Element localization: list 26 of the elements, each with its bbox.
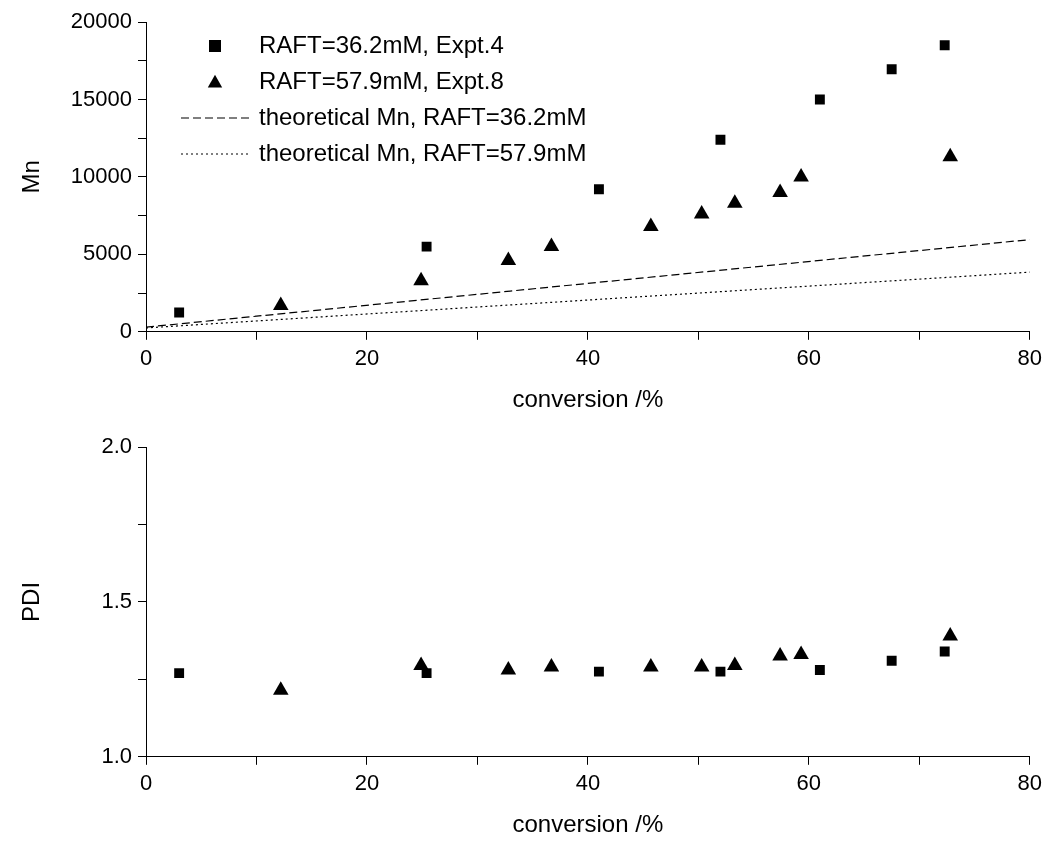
legend-label: RAFT=36.2mM, Expt.4 <box>259 30 504 58</box>
legend-label: theoretical Mn, RAFT=36.2mM <box>259 102 587 130</box>
x-tick-label: 0 <box>139 770 153 796</box>
y-axis-title: Mn <box>17 160 45 194</box>
legend-label: theoretical Mn, RAFT=57.9mM <box>259 138 587 166</box>
y-axis-title: PDI <box>17 581 45 622</box>
y-tick-label: 1.5 <box>101 587 132 613</box>
x-tick-label: 60 <box>796 345 822 371</box>
y-tick-label: 15000 <box>70 85 132 111</box>
y-tick-label: 0 <box>119 317 132 343</box>
y-tick-label: 2.0 <box>101 433 132 459</box>
y-tick-label: 5000 <box>83 240 132 266</box>
x-axis-title: conversion /% <box>512 385 664 413</box>
x-axis-title: conversion /% <box>512 810 664 838</box>
y-tick-label: 20000 <box>70 8 132 34</box>
x-tick-label: 40 <box>575 770 601 796</box>
x-tick-label: 60 <box>796 770 822 796</box>
x-tick-label: 40 <box>575 345 601 371</box>
x-tick-label: 0 <box>139 345 153 371</box>
legend-label: RAFT=57.9mM, Expt.8 <box>259 66 504 94</box>
y-tick-label: 10000 <box>70 162 132 188</box>
y-tick-label: 1.0 <box>101 742 132 768</box>
x-tick-label: 80 <box>1017 345 1043 371</box>
x-tick-label: 20 <box>354 345 380 371</box>
x-tick-label: 20 <box>354 770 380 796</box>
x-tick-label: 80 <box>1017 770 1043 796</box>
